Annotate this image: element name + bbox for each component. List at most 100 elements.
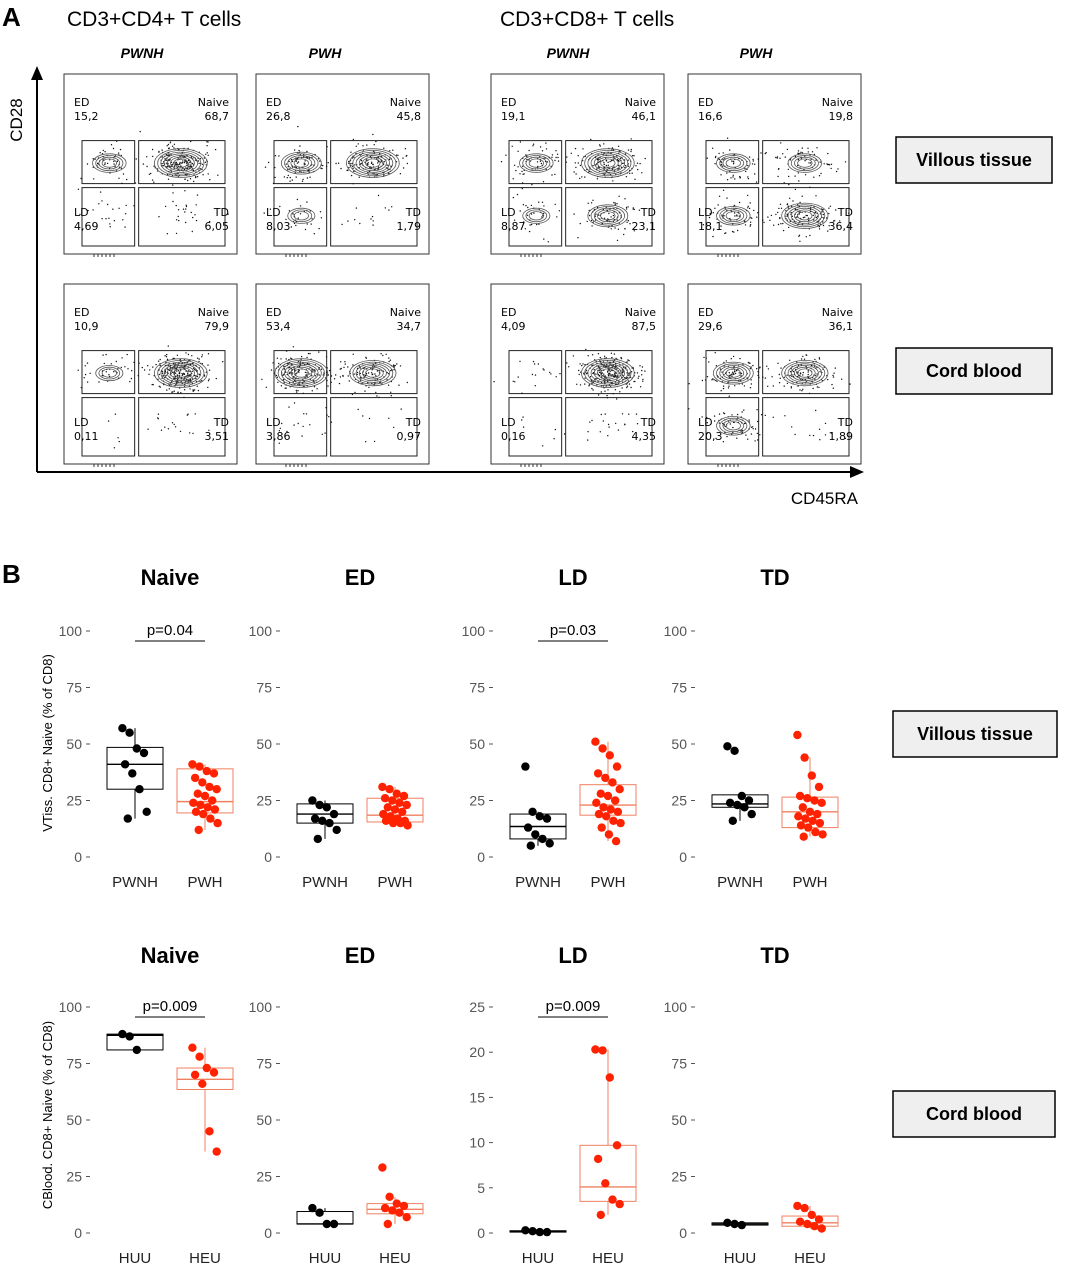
contour-ring bbox=[170, 366, 192, 380]
event-dot bbox=[99, 152, 101, 154]
y-tick-label: 100 bbox=[249, 623, 273, 639]
event-dot bbox=[641, 366, 644, 368]
event-dot bbox=[77, 188, 80, 190]
event-dot bbox=[517, 376, 519, 378]
event-dot bbox=[617, 168, 619, 170]
event-dot bbox=[133, 205, 135, 207]
event-dot bbox=[164, 426, 166, 428]
event-dot bbox=[631, 172, 633, 174]
event-dot bbox=[304, 228, 307, 231]
event-dot bbox=[574, 147, 577, 150]
event-dot bbox=[176, 354, 179, 356]
data-point bbox=[188, 760, 197, 769]
data-point bbox=[210, 805, 220, 814]
data-point bbox=[132, 1045, 141, 1055]
event-dot bbox=[274, 176, 276, 179]
contour-ring bbox=[528, 211, 544, 221]
event-dot bbox=[375, 391, 377, 394]
gate-label-naive-name: Naive bbox=[625, 306, 657, 319]
event-dot bbox=[714, 207, 716, 209]
event-dot bbox=[748, 207, 751, 210]
y-tick-label: 0 bbox=[74, 1225, 82, 1241]
event-dot bbox=[630, 386, 632, 389]
event-dot bbox=[542, 181, 545, 183]
event-dot bbox=[151, 383, 153, 386]
event-dot bbox=[726, 172, 728, 174]
density-contours bbox=[581, 148, 635, 178]
contour-ring bbox=[287, 155, 316, 172]
event-dot bbox=[749, 224, 752, 226]
gate-label-td-name: TD bbox=[213, 206, 229, 219]
data-point bbox=[202, 1063, 211, 1073]
event-dot bbox=[818, 357, 821, 359]
data-point bbox=[608, 778, 617, 787]
contour-ring bbox=[722, 156, 745, 170]
event-dot bbox=[201, 354, 204, 356]
event-dot bbox=[714, 156, 717, 159]
event-dot bbox=[194, 214, 196, 216]
event-dot bbox=[344, 363, 346, 365]
contour-ring bbox=[725, 211, 741, 221]
event-dot bbox=[192, 389, 194, 391]
event-dot bbox=[623, 233, 625, 236]
event-dot bbox=[293, 424, 295, 426]
event-dot bbox=[293, 149, 296, 151]
event-dot bbox=[183, 396, 185, 399]
x-category-label: HUU bbox=[119, 1250, 152, 1267]
contour-ring bbox=[163, 153, 199, 173]
event-dot bbox=[282, 374, 284, 376]
contour-ring bbox=[290, 156, 313, 170]
density-contours bbox=[154, 148, 208, 178]
event-dot bbox=[189, 388, 191, 390]
event-dot bbox=[526, 155, 528, 158]
event-dot bbox=[734, 215, 736, 217]
event-dot bbox=[335, 162, 337, 165]
event-dot bbox=[340, 167, 342, 170]
event-dot bbox=[578, 369, 580, 372]
density-contours bbox=[287, 207, 316, 224]
event-dot bbox=[608, 426, 610, 428]
contour-ring bbox=[797, 368, 813, 378]
data-point bbox=[198, 1079, 207, 1089]
event-dot bbox=[784, 415, 786, 417]
event-dot bbox=[116, 160, 119, 163]
event-dot bbox=[538, 201, 540, 203]
event-dot bbox=[150, 172, 152, 175]
event-dot bbox=[513, 219, 516, 221]
event-dot bbox=[830, 163, 833, 165]
group-header-cd4-pwnh: PWNH bbox=[121, 45, 165, 61]
event-dot bbox=[610, 352, 613, 354]
event-dot bbox=[615, 372, 617, 374]
gate-ld bbox=[81, 397, 136, 457]
data-point bbox=[801, 814, 810, 823]
event-dot bbox=[834, 367, 836, 369]
event-dot bbox=[780, 367, 782, 369]
event-dot bbox=[790, 387, 792, 389]
event-dot bbox=[283, 176, 286, 178]
gate-label-naive-name: Naive bbox=[198, 306, 230, 319]
contour-ring bbox=[797, 211, 813, 221]
event-dot bbox=[607, 423, 610, 426]
event-dot bbox=[833, 220, 836, 222]
event-dot bbox=[786, 382, 789, 385]
density-contours bbox=[346, 148, 400, 178]
contour-ring bbox=[781, 202, 829, 229]
event-dot bbox=[814, 358, 816, 361]
event-dot bbox=[628, 374, 630, 377]
data-point bbox=[329, 1219, 339, 1229]
event-dot bbox=[383, 147, 385, 149]
event-dot bbox=[342, 375, 344, 377]
event-dot bbox=[701, 379, 704, 382]
event-dot bbox=[743, 409, 745, 411]
event-dot bbox=[753, 209, 755, 212]
event-dot bbox=[513, 164, 516, 166]
data-point bbox=[817, 798, 826, 807]
event-dot bbox=[822, 213, 824, 216]
event-dot bbox=[572, 355, 575, 357]
event-dot bbox=[372, 224, 374, 226]
contour-ring bbox=[358, 365, 387, 382]
event-dot bbox=[711, 147, 714, 149]
event-dot bbox=[706, 157, 708, 159]
event-dot bbox=[628, 360, 630, 362]
